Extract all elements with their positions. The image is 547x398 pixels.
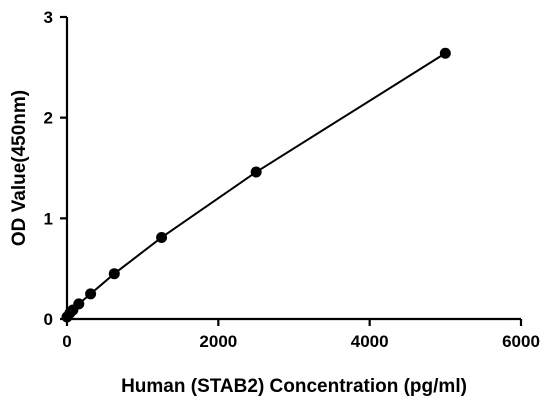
x-ticks: 0 2000 4000 6000 [62,319,540,351]
data-points [61,47,451,323]
y-tick-label: 1 [44,209,53,228]
y-axis-title: OD Value(450nm) [9,90,30,246]
x-tick-label: 2000 [199,332,237,351]
x-tick-label: 6000 [502,332,540,351]
y-tick-label: 0 [44,310,53,329]
data-point [156,231,168,243]
data-point [439,47,451,59]
data-point [250,166,262,178]
x-tick-label: 4000 [351,332,389,351]
x-tick-label: 0 [62,332,71,351]
x-axis-title: Human (STAB2) Concentration (pg/ml) [121,376,467,397]
y-ticks: 0 1 2 3 [44,8,67,329]
fit-curve [66,52,446,318]
y-tick-label: 3 [44,8,53,27]
data-point [108,268,120,280]
data-point [73,298,85,310]
data-point [85,288,97,300]
y-tick-label: 2 [44,109,53,128]
